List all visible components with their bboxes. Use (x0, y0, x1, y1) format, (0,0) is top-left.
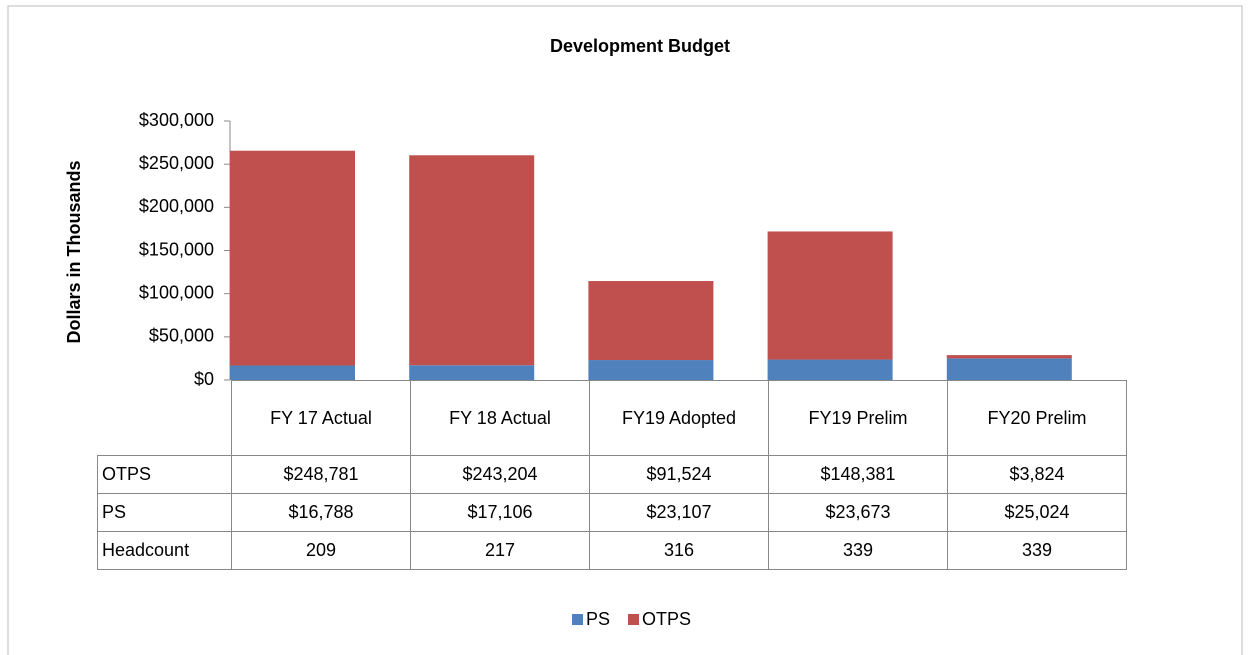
table-row: FY 17 Actual FY 18 Actual FY19 Adopted FY19… (97, 380, 1127, 456)
table-cell: $148,381 (768, 455, 948, 494)
y-tick-label: $150,000 (139, 239, 214, 259)
table-row: OTPS $248,781 $243,204 $91,524 $148,381 $3,82… (97, 455, 1127, 494)
bar-segment (409, 365, 535, 380)
chart-frame (7, 5, 1243, 655)
bar-segment (767, 231, 893, 360)
chart-title: Development Budget (550, 36, 730, 56)
table-cell: 217 (410, 531, 590, 570)
y-axis-label: Dollars in Thousands (64, 160, 84, 343)
table-cell: FY19 Prelim (768, 380, 948, 456)
table-cell: PS (97, 493, 232, 532)
table-blank (97, 380, 232, 456)
table-cell: $16,788 (231, 493, 411, 532)
y-tick-label: $300,000 (139, 110, 214, 130)
y-tick-label: $200,000 (139, 196, 214, 216)
table-cell: $23,107 (589, 493, 769, 532)
table-cell: $23,673 (768, 493, 948, 532)
table-row: Headcount 209 217 316 339 339 (97, 531, 1127, 570)
table-cell: $17,106 (410, 493, 590, 532)
bar-segment (409, 155, 535, 366)
table-cell: $25,024 (947, 493, 1127, 532)
table-cell: OTPS (97, 455, 232, 494)
table-cell: $243,204 (410, 455, 590, 494)
legend-swatch (628, 614, 640, 625)
table-cell: FY20 Prelim (947, 380, 1127, 456)
legend-swatch (572, 614, 583, 625)
y-tick-label: $50,000 (149, 326, 214, 346)
data-table: FY 17 Actual FY 18 Actual FY19 Adopted FY19… (97, 380, 1127, 570)
bar-segment (946, 358, 1072, 380)
table-cell: 316 (589, 531, 769, 570)
table-cell: $91,524 (589, 455, 769, 494)
table-row: PS $16,788 $17,106 $23,107 $23,673 $25,024 (97, 493, 1127, 532)
table-cell: 209 (231, 531, 411, 570)
bar-segment (230, 365, 355, 380)
table-cell: 339 (947, 531, 1127, 570)
table-cell: Headcount (97, 531, 232, 570)
legend-label: OTPS (642, 609, 691, 629)
bar-segment (946, 355, 1072, 359)
bar-segment (588, 360, 714, 380)
table-cell: $3,824 (947, 455, 1127, 494)
table-cell: $248,781 (231, 455, 411, 494)
table-cell: 339 (768, 531, 948, 570)
bar-segment (767, 359, 893, 380)
legend-label: PS (586, 609, 610, 629)
y-tick-label: $100,000 (139, 282, 214, 302)
table-cell: FY 17 Actual (231, 380, 411, 456)
y-tick-label: $250,000 (139, 153, 214, 173)
table-cell: FY19 Adopted (589, 380, 769, 456)
bar-segment (230, 150, 355, 366)
bar-segment (588, 281, 714, 361)
table-cell: FY 18 Actual (410, 380, 590, 456)
